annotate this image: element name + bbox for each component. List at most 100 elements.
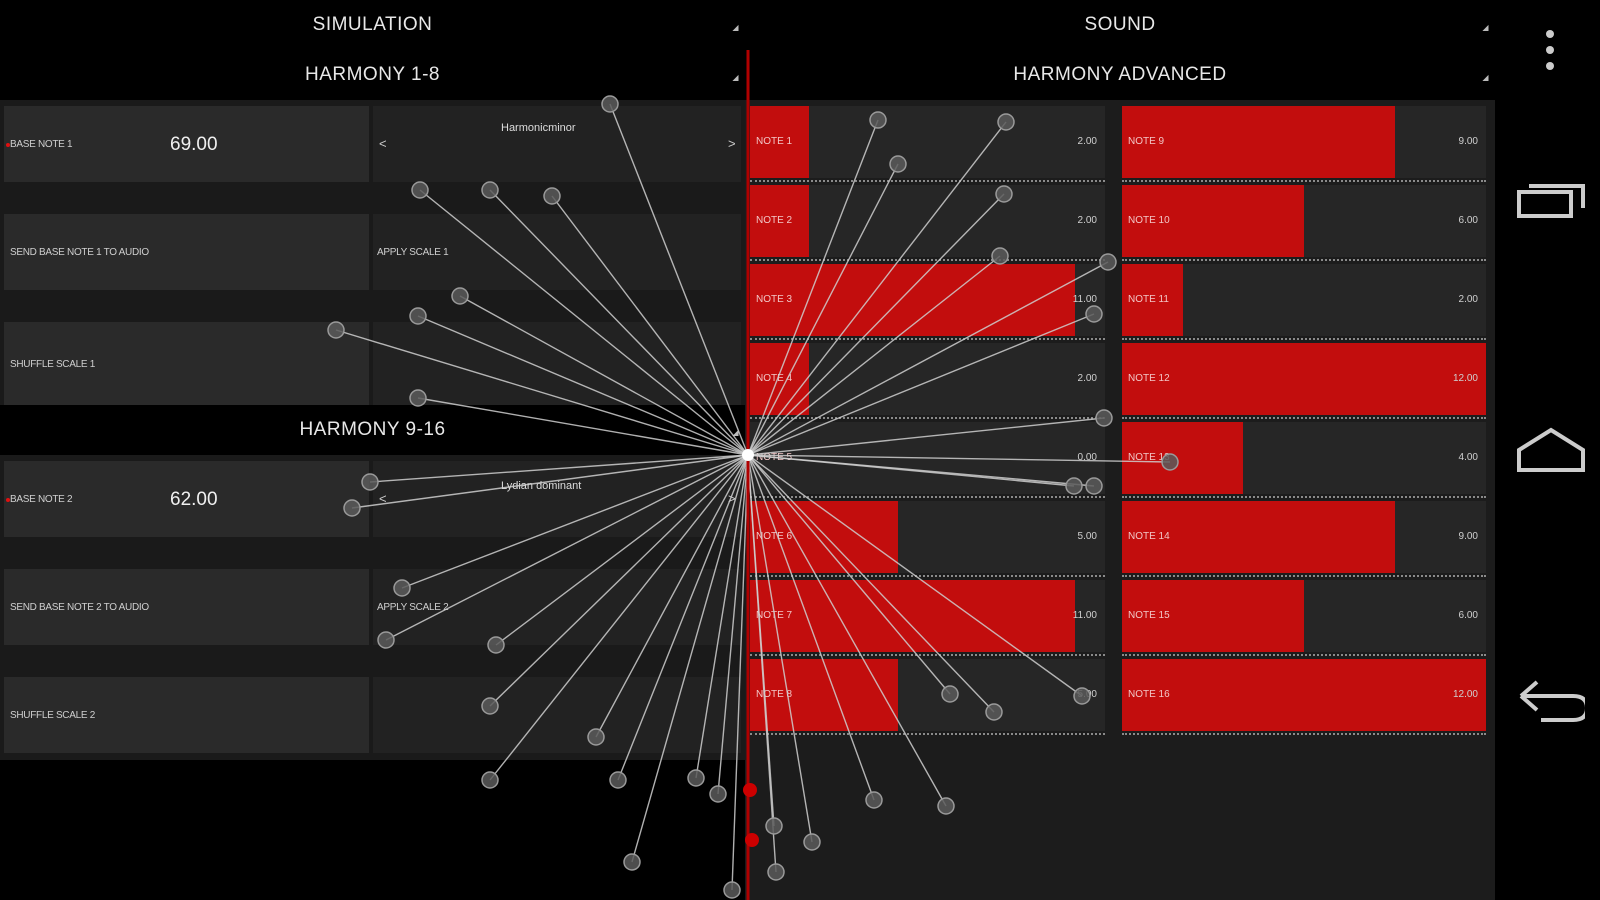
tab-simulation[interactable]: SIMULATION ◢ — [0, 0, 745, 50]
note-label: NOTE 11 — [1128, 294, 1169, 305]
tab-sound-label: SOUND — [1084, 14, 1156, 35]
note-label: NOTE 12 — [1128, 373, 1170, 384]
tab-harmony-1-8-label: HARMONY 1-8 — [304, 64, 440, 85]
overflow-menu-button[interactable] — [1515, 20, 1585, 80]
note-slider[interactable]: NOTE 6 5.00 — [750, 501, 1105, 573]
tab-sound[interactable]: SOUND ◢ — [745, 0, 1495, 50]
tab-harmony-advanced[interactable]: HARMONY ADVANCED ◢ — [745, 50, 1495, 100]
note-label: NOTE 14 — [1128, 531, 1170, 542]
note-label: NOTE 4 — [756, 373, 793, 384]
home-icon — [1517, 427, 1585, 472]
note-value: 5.00 — [1077, 689, 1097, 700]
note-slider[interactable]: NOTE 12 12.00 — [1122, 343, 1486, 415]
apply-scale-2-label: APPLY SCALE 2 — [377, 602, 449, 613]
note-divider — [750, 654, 1105, 656]
note-slider[interactable]: NOTE 11 2.00 — [1122, 264, 1486, 336]
note-value: 0.00 — [1077, 452, 1097, 463]
note-value: 2.00 — [1077, 136, 1097, 147]
note-divider — [750, 496, 1105, 498]
prev-scale-2-arrow[interactable]: < — [379, 491, 387, 506]
note-slider[interactable]: NOTE 14 9.00 — [1122, 501, 1486, 573]
apply-scale-1-button[interactable]: APPLY SCALE 1 — [373, 214, 741, 290]
next-scale-2-arrow[interactable]: > — [728, 491, 736, 506]
note-slider-fill — [1122, 264, 1183, 336]
next-scale-1-arrow[interactable]: > — [728, 136, 736, 151]
note-divider — [750, 180, 1105, 182]
base-note-2-label: BASE NOTE 2 — [10, 494, 73, 505]
note-divider — [1122, 259, 1486, 261]
note-divider — [1122, 180, 1486, 182]
note-value: 12.00 — [1452, 373, 1478, 384]
base-note-1-field[interactable]: BASE NOTE 1 69.00 — [4, 106, 369, 182]
note-divider — [750, 338, 1105, 340]
scale-2-name: Lydian dominant — [501, 480, 582, 492]
note-label: NOTE 8 — [756, 689, 793, 700]
red-dot-icon — [6, 498, 10, 502]
shuffle-scale-2-label: SHUFFLE SCALE 2 — [10, 710, 95, 721]
tab-harmony-9-16[interactable]: HARMONY 9-16 ◢ — [0, 405, 745, 455]
shuffle-scale-1-button[interactable]: SHUFFLE SCALE 1 — [4, 322, 369, 405]
note-label: NOTE 3 — [756, 294, 793, 305]
home-button[interactable] — [1515, 420, 1585, 480]
prev-scale-1-arrow[interactable]: < — [379, 136, 387, 151]
tab-harmony-1-8[interactable]: HARMONY 1-8 ◢ — [0, 50, 745, 100]
harmony-1-8-panel: BASE NOTE 1 69.00 < Harmonicminor > SEND… — [0, 100, 745, 405]
apply-scale-2-button[interactable]: APPLY SCALE 2 — [373, 569, 741, 645]
note-slider[interactable]: NOTE 15 6.00 — [1122, 580, 1486, 652]
note-label: NOTE 6 — [756, 531, 793, 542]
note-label: NOTE 7 — [756, 610, 793, 621]
note-divider — [1122, 496, 1486, 498]
scale-2-selector[interactable]: < Lydian dominant > — [373, 461, 741, 537]
send-base-note-2-button[interactable]: SEND BASE NOTE 2 TO AUDIO — [4, 569, 369, 645]
tab-simulation-label: SIMULATION — [312, 14, 433, 35]
recents-button[interactable] — [1515, 170, 1585, 230]
note-value: 11.00 — [1072, 294, 1097, 305]
note-slider[interactable]: NOTE 16 12.00 — [1122, 659, 1486, 731]
particle-node — [687, 769, 705, 787]
dropdown-caret-icon: ◢ — [732, 73, 739, 82]
note-value: 4.00 — [1458, 452, 1478, 463]
note-slider[interactable]: NOTE 3 11.00 — [750, 264, 1105, 336]
note-slider[interactable]: NOTE 4 2.00 — [750, 343, 1105, 415]
note-slider[interactable]: NOTE 10 6.00 — [1122, 185, 1486, 257]
note-value: 9.00 — [1458, 531, 1478, 542]
send-base-note-1-button[interactable]: SEND BASE NOTE 1 TO AUDIO — [4, 214, 369, 290]
tab-harmony-advanced-label: HARMONY ADVANCED — [1013, 64, 1227, 85]
note-slider[interactable]: NOTE 2 2.00 — [750, 185, 1105, 257]
note-slider[interactable]: NOTE 1 2.00 — [750, 106, 1105, 178]
recents-icon — [1517, 184, 1585, 218]
note-slider-fill — [1122, 185, 1304, 257]
note-label: NOTE 9 — [1128, 136, 1165, 147]
note-value: 6.00 — [1458, 610, 1478, 621]
shuffle-scale-1-label: SHUFFLE SCALE 1 — [10, 359, 95, 370]
note-slider[interactable]: NOTE 5 0.00 — [750, 422, 1105, 494]
note-slider[interactable]: NOTE 13 4.00 — [1122, 422, 1486, 494]
note-slider[interactable]: NOTE 8 5.00 — [750, 659, 1105, 731]
overflow-menu-icon — [1546, 30, 1554, 70]
shuffle-scale-2-button[interactable]: SHUFFLE SCALE 2 — [4, 677, 369, 753]
base-note-2-field[interactable]: BASE NOTE 2 62.00 — [4, 461, 369, 537]
particle-node — [481, 771, 499, 789]
particle-node — [609, 771, 627, 789]
note-divider — [1122, 338, 1486, 340]
note-label: NOTE 2 — [756, 215, 793, 226]
particle-node — [709, 785, 727, 803]
note-value: 12.00 — [1452, 689, 1478, 700]
harmony-advanced-panel: NOTE 1 2.00 NOTE 2 2.00 NOTE 3 11.00 NOTE 4 2.0… — [745, 100, 1495, 900]
note-divider — [750, 733, 1105, 735]
note-value: 2.00 — [1077, 215, 1097, 226]
note-slider[interactable]: NOTE 9 9.00 — [1122, 106, 1486, 178]
scale-1-name: Harmonicminor — [501, 122, 576, 134]
note-label: NOTE 5 — [756, 452, 793, 463]
dropdown-caret-icon: ◢ — [732, 23, 739, 32]
note-divider — [750, 417, 1105, 419]
scale-1-selector[interactable]: < Harmonicminor > — [373, 106, 741, 182]
note-label: NOTE 13 — [1128, 452, 1170, 463]
particle-node — [623, 853, 641, 871]
note-value: 9.00 — [1458, 136, 1478, 147]
note-slider[interactable]: NOTE 7 11.00 — [750, 580, 1105, 652]
tab-harmony-9-16-label: HARMONY 9-16 — [299, 419, 446, 440]
back-button[interactable] — [1515, 670, 1585, 730]
note-divider — [750, 259, 1105, 261]
note-value: 6.00 — [1458, 215, 1478, 226]
